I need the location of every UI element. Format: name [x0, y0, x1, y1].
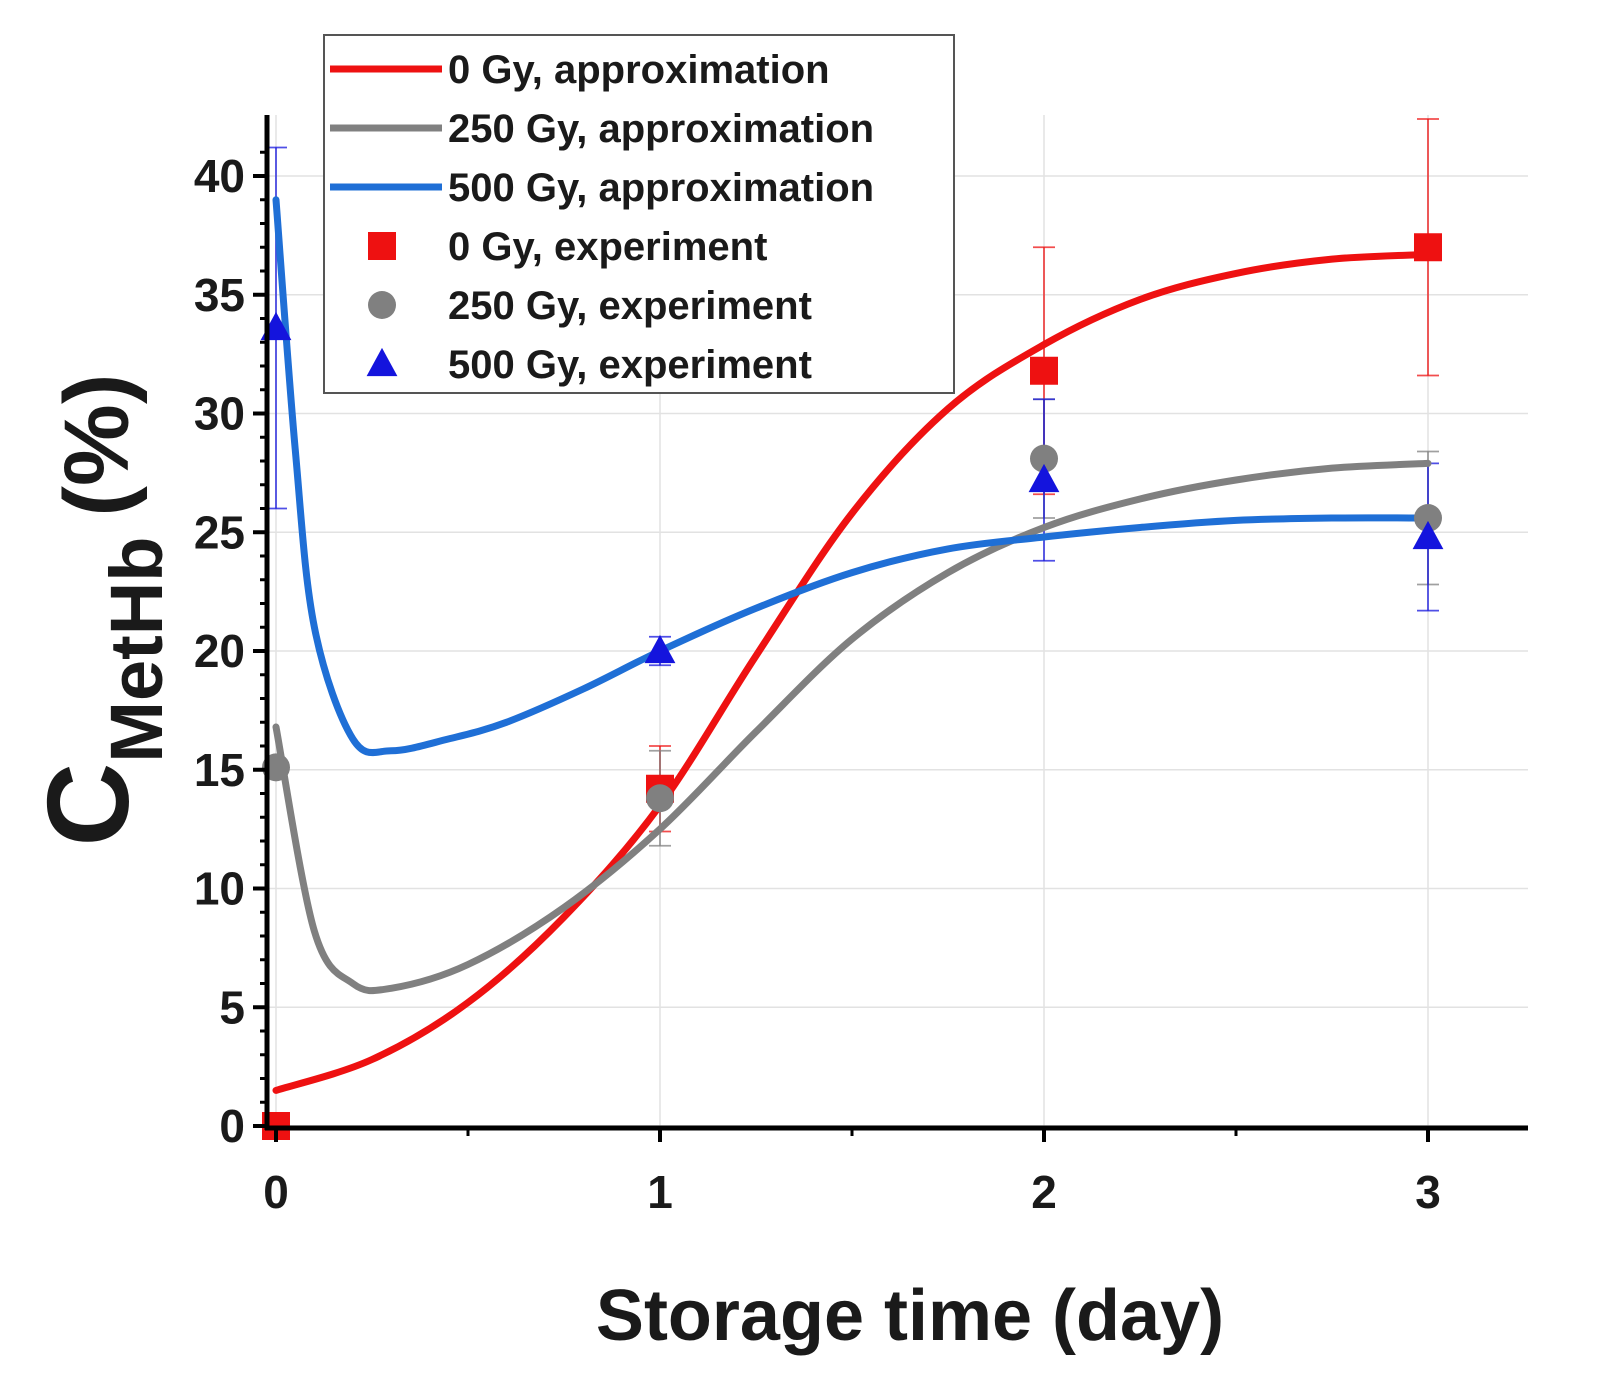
legend-label-0-gy-approximation: 0 Gy, approximation — [448, 48, 830, 92]
legend: 0 Gy, approximation 250 Gy, approximation… — [323, 34, 955, 394]
y-tick-label-5: 5 — [219, 981, 245, 1033]
point-250-gy-experiment-2 — [1030, 444, 1058, 473]
legend-item-250-gy-approximation: 250 Gy, approximation — [330, 107, 874, 151]
y-tick-label-20: 20 — [194, 625, 245, 677]
x-tick-label-3: 3 — [1415, 1166, 1441, 1218]
point-250-gy-experiment-1 — [646, 784, 674, 813]
axis-layer: 0 5 10 15 20 25 30 35 40 0 1 2 3 — [194, 115, 1528, 1218]
legend-label-500-gy-approximation: 500 Gy, approximation — [448, 166, 874, 210]
point-0-gy-experiment-2 — [1030, 356, 1058, 385]
marker-layer — [260, 233, 1444, 1140]
y-axis-title-unit: (%) — [46, 374, 148, 517]
x-tick-label-2: 2 — [1031, 1166, 1057, 1218]
legend-swatch-500-gy-experiment — [366, 347, 398, 377]
point-500-gy-experiment-2 — [1028, 463, 1060, 493]
legend-label-250-gy-approximation: 250 Gy, approximation — [448, 107, 874, 151]
y-tick-label-40: 40 — [194, 150, 245, 202]
legend-item-500-gy-approximation: 500 Gy, approximation — [330, 166, 874, 210]
legend-label-500-gy-experiment: 500 Gy, experiment — [448, 343, 812, 387]
y-tick-label-0: 0 — [219, 1100, 245, 1152]
y-tick-label-15: 15 — [194, 744, 245, 796]
x-tick-label-1: 1 — [647, 1166, 673, 1218]
x-axis-title: Storage time (day) — [596, 1276, 1224, 1356]
y-tick-label-35: 35 — [194, 269, 245, 321]
y-axis-title-main: C — [23, 763, 153, 847]
legend-label-250-gy-experiment: 250 Gy, experiment — [448, 284, 812, 328]
x-tick-label-0: 0 — [263, 1166, 289, 1218]
series-line-0-gy-approximation — [272, 250, 1432, 1094]
y-tick-label-30: 30 — [194, 388, 245, 440]
y-tick-label-10: 10 — [194, 863, 245, 915]
legend-box — [323, 34, 955, 394]
y-axis-title: CMetHb (%) — [23, 374, 178, 847]
legend-item-0-gy-experiment: 0 Gy, experiment — [368, 225, 767, 269]
series-line-250-gy-approximation — [272, 459, 1432, 995]
legend-item-250-gy-experiment: 250 Gy, experiment — [368, 284, 812, 328]
point-500-gy-experiment-3 — [1412, 520, 1444, 550]
point-250-gy-experiment-3 — [1414, 504, 1442, 532]
legend-item-500-gy-experiment: 500 Gy, experiment — [366, 343, 812, 387]
svg-text:CMetHb(%): CMetHb (%) — [23, 374, 178, 847]
point-500-gy-experiment-1 — [644, 634, 676, 664]
legend-label-0-gy-experiment: 0 Gy, experiment — [448, 225, 767, 269]
y-axis-title-subscript: MetHb — [95, 537, 178, 763]
legend-item-0-gy-approximation: 0 Gy, approximation — [330, 48, 830, 92]
point-0-gy-experiment-3 — [1414, 233, 1442, 262]
legend-swatch-250-gy-experiment — [368, 291, 396, 319]
legend-swatch-0-gy-experiment — [368, 232, 396, 260]
y-tick-label-25: 25 — [194, 506, 245, 558]
